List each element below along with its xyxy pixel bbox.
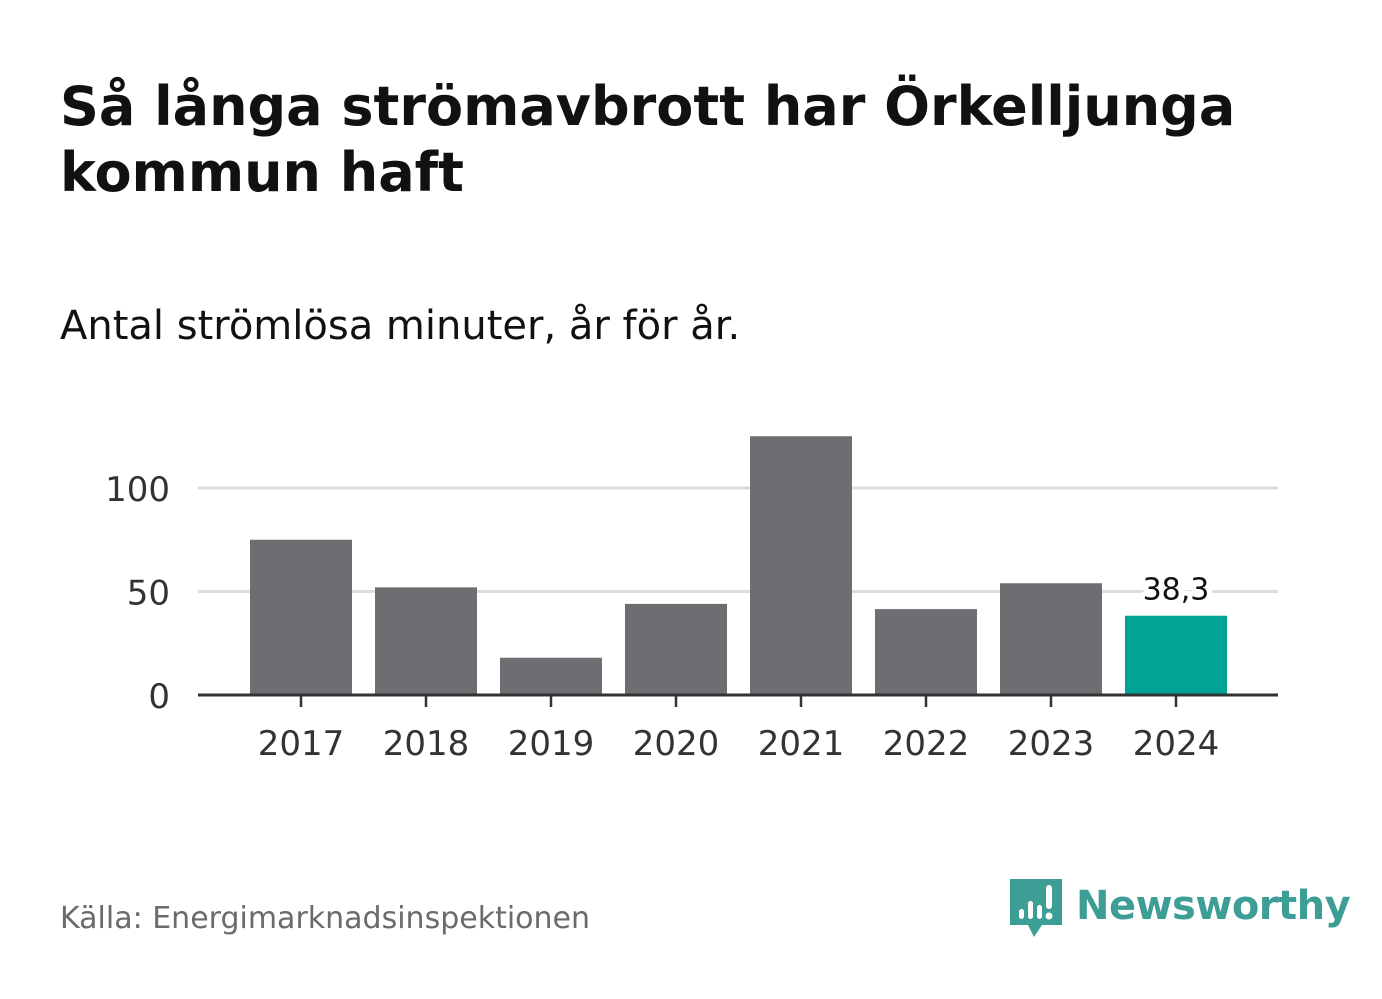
bar-2022 bbox=[875, 609, 977, 695]
gridlines bbox=[198, 486, 1278, 593]
brand-logo[interactable]: Newsworthy bbox=[1010, 878, 1351, 942]
y-tick-label: 0 bbox=[148, 677, 170, 717]
source-note: Källa: Energimarknadsinspektionen bbox=[60, 901, 591, 936]
data-label-2024: 38,3 bbox=[1143, 573, 1210, 608]
y-axis-ticks: 0 50 100 bbox=[105, 470, 170, 717]
x-tick-label-2017: 2017 bbox=[258, 724, 345, 764]
bars bbox=[250, 436, 1227, 695]
x-tick-label-2023: 2023 bbox=[1008, 724, 1095, 764]
bar-2017 bbox=[250, 539, 352, 695]
data-label-halo: 38,3 bbox=[1143, 573, 1210, 608]
bar-2024 bbox=[1125, 615, 1227, 695]
x-tick-label-2024: 2024 bbox=[1133, 724, 1220, 764]
y-tick-label: 50 bbox=[127, 574, 170, 614]
bar-2020 bbox=[625, 603, 727, 695]
chart-title: Så långa strömavbrott har Örkelljunga ko… bbox=[60, 75, 1236, 204]
brand-name: Newsworthy bbox=[1076, 883, 1351, 929]
chart-subtitle: Antal strömlösa minuter, år för år. bbox=[60, 303, 741, 349]
y-tick-label: 100 bbox=[105, 470, 170, 510]
x-axis-ticks: 2017 2018 2019 2020 2021 2022 2023 2024 bbox=[258, 695, 1220, 764]
bar-2019 bbox=[500, 657, 602, 695]
bar-2021 bbox=[750, 436, 852, 695]
x-tick-label-2018: 2018 bbox=[383, 724, 470, 764]
bar-2018 bbox=[375, 587, 477, 695]
x-tick-label-2019: 2019 bbox=[508, 724, 595, 764]
newsworthy-logo-icon bbox=[1010, 879, 1062, 937]
x-tick-label-2022: 2022 bbox=[883, 724, 970, 764]
x-tick-label-2021: 2021 bbox=[758, 724, 845, 764]
data-labels: 38,338,3 bbox=[1138, 568, 1215, 613]
x-tick-label-2020: 2020 bbox=[633, 724, 720, 764]
bar-2023 bbox=[1000, 583, 1102, 695]
